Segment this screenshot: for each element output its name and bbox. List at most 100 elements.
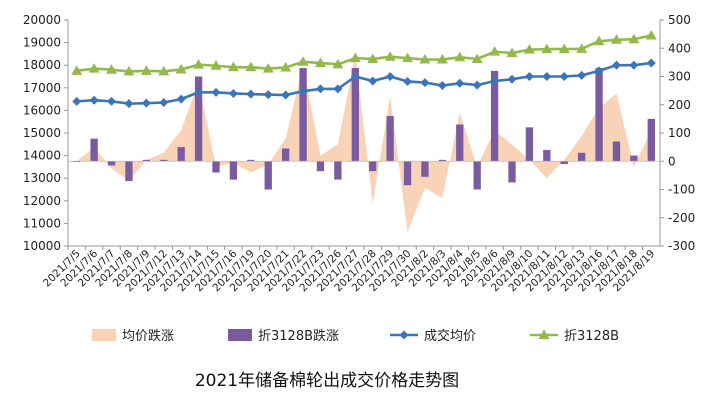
price-3128b-point-0 <box>71 65 83 75</box>
price-3128b-point-27 <box>541 43 553 54</box>
price-3128b-point-23 <box>471 53 483 63</box>
price-3128b-point-32 <box>628 33 640 44</box>
avg-price-point-9 <box>228 88 238 98</box>
avg-price-point-21 <box>437 81 447 91</box>
y-left-tick-label: 12000 <box>23 194 61 208</box>
price-3128b-point-33 <box>645 30 657 40</box>
price-3128b-point-28 <box>558 43 570 54</box>
y-right-tick-label: -300 <box>668 239 695 253</box>
chart-title: 2021年储备棉轮出成交价格走势图 <box>195 371 459 391</box>
legend-swatch-bar <box>228 329 252 341</box>
price-3128b-point-24 <box>489 46 501 56</box>
y-left-tick-label: 13000 <box>23 171 61 185</box>
avg-price-point-20 <box>420 78 430 88</box>
bar-32 <box>630 155 638 162</box>
avg-price-point-23 <box>472 80 482 90</box>
bar-29 <box>577 152 586 162</box>
price-3128b-point-26 <box>523 44 535 54</box>
legend-swatch-area <box>92 329 116 341</box>
legend-label-avg: 成交均价 <box>424 328 476 344</box>
bar-4 <box>142 159 151 162</box>
price-3128b-point-25 <box>506 47 518 58</box>
legend-marker-3128b <box>538 329 550 339</box>
bar-22 <box>456 124 464 162</box>
avg-price-point-30 <box>594 66 604 76</box>
bar-1 <box>90 138 98 162</box>
y-left-tick-label: 11000 <box>23 216 61 230</box>
avg-price-point-4 <box>141 98 151 108</box>
bar-27 <box>543 149 551 162</box>
bar-layer <box>73 68 655 190</box>
price-3128b-point-30 <box>593 35 605 46</box>
price-3128b-point-19 <box>402 52 414 63</box>
avg-price-point-25 <box>507 74 517 84</box>
bar-6 <box>177 147 185 162</box>
price-3128b-point-11 <box>262 63 274 73</box>
avg-price-point-15 <box>333 84 343 94</box>
avg-price-point-2 <box>107 96 117 106</box>
bar-13 <box>299 68 307 162</box>
bar-10 <box>247 159 255 162</box>
price-3128b-point-20 <box>419 54 431 64</box>
y-left-tick-label: 16000 <box>23 103 61 117</box>
bar-8 <box>212 161 220 173</box>
avg-price-point-14 <box>315 84 325 94</box>
y-right-tick-label: 100 <box>668 126 691 140</box>
line-layer <box>71 30 657 109</box>
avg-price-point-19 <box>403 76 413 86</box>
avg-price-point-16 <box>350 72 360 81</box>
avg-price-point-6 <box>176 94 186 104</box>
bar-9 <box>229 161 238 180</box>
legend-marker-avg <box>399 330 409 340</box>
bar-12 <box>281 148 290 162</box>
price-3128b-point-7 <box>193 59 205 69</box>
avg-price-line <box>76 61 652 105</box>
avg-price-point-12 <box>281 90 291 100</box>
legend-label-3128b: 折3128B <box>564 329 619 344</box>
avg-price-point-0 <box>72 96 82 106</box>
price-3128b-point-9 <box>227 61 239 72</box>
y-left-tick-label: 10000 <box>23 239 61 253</box>
y-left-tick-label: 19000 <box>23 36 61 50</box>
bar-2 <box>107 161 116 166</box>
bar-16 <box>351 68 359 162</box>
price-3128b-point-14 <box>314 57 326 67</box>
bar-30 <box>595 68 603 162</box>
price-3128b-point-21 <box>436 54 448 64</box>
bar-19 <box>403 161 412 186</box>
bar-7 <box>194 76 203 162</box>
bar-33 <box>647 118 655 162</box>
price-3128b-point-18 <box>384 51 396 61</box>
bar-14 <box>316 161 325 172</box>
legend: 均价跌涨 折3128B跌涨 成交均价 折3128B <box>92 328 619 344</box>
price-3128b-point-6 <box>175 63 187 74</box>
y-left-tick-label: 17000 <box>23 81 61 95</box>
avg-price-point-10 <box>246 89 256 99</box>
avg-price-point-33 <box>646 58 656 68</box>
legend-label-bar: 折3128B跌涨 <box>258 328 339 344</box>
y-right-tick-label: 200 <box>668 98 691 112</box>
price-3128b-point-22 <box>454 51 466 62</box>
avg-price-point-1 <box>89 95 99 105</box>
y-left-tick-label: 15000 <box>23 126 61 140</box>
price-3128b-point-16 <box>349 52 361 63</box>
price-3128b-point-2 <box>106 64 118 74</box>
bar-11 <box>264 161 272 190</box>
avg-price-point-28 <box>559 72 569 81</box>
price-3128b-point-3 <box>123 65 135 76</box>
price-3128b-point-10 <box>245 61 257 72</box>
bar-21 <box>438 159 447 162</box>
bar-28 <box>560 161 568 165</box>
bar-18 <box>386 116 394 162</box>
bar-17 <box>369 161 377 172</box>
avg-price-point-31 <box>611 60 621 70</box>
bar-25 <box>508 161 516 183</box>
avg-price-point-13 <box>298 86 308 96</box>
y-left-tick-label: 14000 <box>23 149 61 163</box>
y-right-tick-label: -200 <box>668 211 695 225</box>
price-3128b-line <box>76 34 652 73</box>
avg-price-point-3 <box>124 99 134 109</box>
y-left-tick-label: 18000 <box>23 58 61 72</box>
